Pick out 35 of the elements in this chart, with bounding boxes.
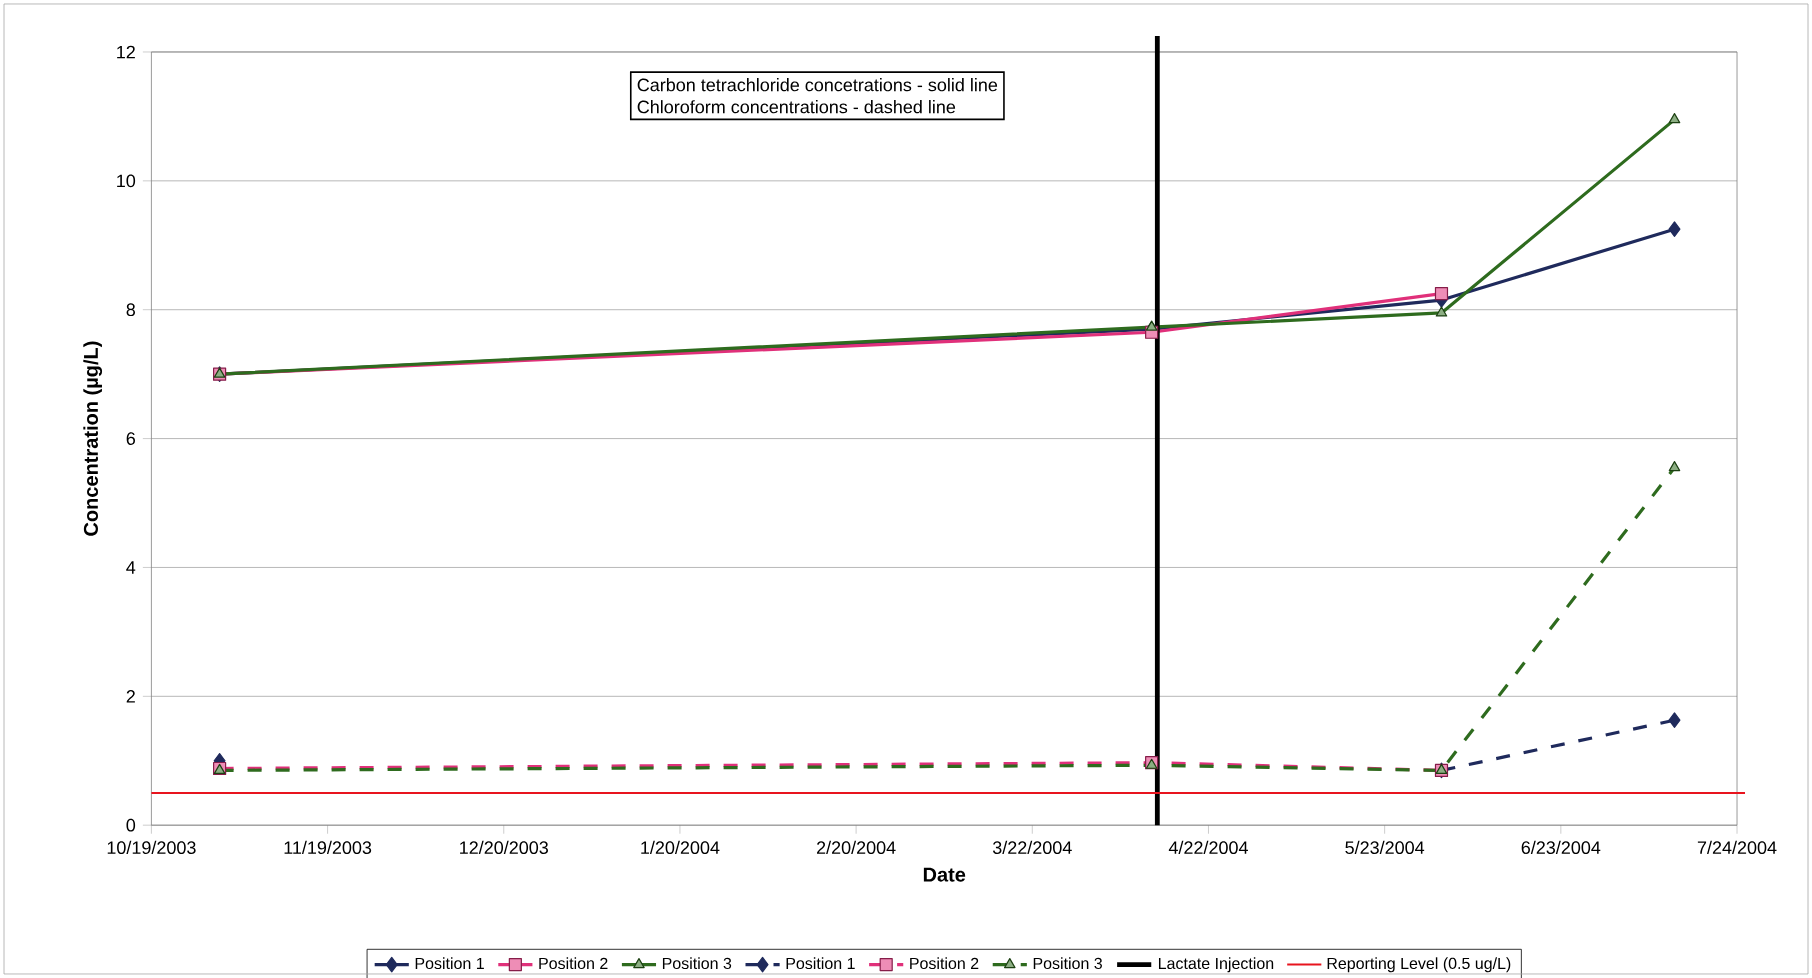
x-tick-label: 1/20/2004 xyxy=(641,840,720,855)
y-tick-label: 4 xyxy=(126,561,136,574)
legend-label: Position 2 xyxy=(910,957,979,970)
point xyxy=(1668,113,1681,124)
point xyxy=(1435,306,1448,317)
x-tick-label: 5/23/2004 xyxy=(1345,840,1425,855)
point xyxy=(1668,460,1681,472)
x-tick-label: 7/24/2004 xyxy=(1697,840,1777,855)
x-tick-label: 6/23/2004 xyxy=(1521,840,1601,855)
y-tick-label: 8 xyxy=(126,303,136,317)
x-tick-label: 12/20/2003 xyxy=(460,840,548,855)
point xyxy=(1668,712,1681,728)
y-tick-label: 0 xyxy=(126,818,136,832)
x-tick-label: 2/20/2004 xyxy=(816,840,896,855)
y-tick-label: 6 xyxy=(126,432,136,445)
x-tick-label: 11/19/2003 xyxy=(284,840,372,855)
x-tick-label: 4/22/2004 xyxy=(1168,840,1248,855)
x-tick-label: 3/22/2004 xyxy=(992,840,1072,855)
annotation: Carbon tetrachloride concetrations - solid line xyxy=(637,78,998,92)
legend-label: Position 3 xyxy=(662,957,732,970)
y-tick-label: 2 xyxy=(126,690,135,703)
legend-label: Reporting Level (0.5 ug/L) xyxy=(1327,957,1511,973)
y-axis-title: Concentration (µg/L) xyxy=(83,341,103,536)
x-tick-label: 10/19/2003 xyxy=(107,840,196,855)
legend-label: Position 1 xyxy=(415,957,484,970)
annotation: Chloroform concentrations - dashed line xyxy=(637,100,956,114)
y-tick-label: 10 xyxy=(117,174,136,188)
legend-label: Lactate Injection xyxy=(1158,957,1274,973)
y-tick-label: 12 xyxy=(117,45,135,59)
x-axis-title: Date xyxy=(923,867,966,882)
legend-label: Position 2 xyxy=(539,957,608,970)
point xyxy=(1668,221,1681,237)
point xyxy=(1145,320,1158,331)
legend-label: Position 1 xyxy=(786,957,855,970)
legend-label: Position 3 xyxy=(1033,957,1102,970)
